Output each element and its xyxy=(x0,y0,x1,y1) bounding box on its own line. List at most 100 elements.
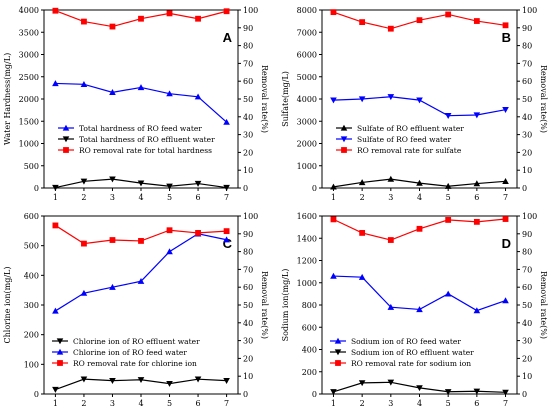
x-tick-label: 5 xyxy=(167,399,172,408)
y2-tick-label: 0 xyxy=(243,184,248,193)
legend: Chlorine ion of RO effluent water Chlorin… xyxy=(52,337,200,368)
y2-tick-label: 50 xyxy=(522,95,532,104)
legend-marker xyxy=(62,124,70,131)
y2-tick-label: 70 xyxy=(522,59,532,68)
y2-tick-label: 20 xyxy=(522,148,532,157)
x-tick-label: 5 xyxy=(167,193,172,202)
data-point xyxy=(473,18,480,24)
legend-label: RO removal rate for sodium ion xyxy=(351,359,471,368)
legend-label: Sodium ion of RO effluent water xyxy=(351,348,474,357)
y2-tick-label: 20 xyxy=(243,148,253,157)
data-point xyxy=(444,113,452,119)
y2-axis-label: Removal rate(%) xyxy=(260,271,269,339)
x-tick-label: 3 xyxy=(110,193,115,202)
legend-label: Total hardness of RO feed water xyxy=(79,124,202,133)
chart-panel-d: 1 2 3 4 5 6 7020040060080010001200140016000102… xyxy=(281,212,548,408)
data-point xyxy=(223,184,230,191)
y2-tick-label: 90 xyxy=(243,24,253,33)
x-tick-label: 6 xyxy=(196,399,201,408)
series-line xyxy=(333,275,506,312)
y2-tick-label: 80 xyxy=(522,248,532,257)
y2-tick-label: 10 xyxy=(243,372,253,381)
x-tick-label: 3 xyxy=(110,399,115,408)
y2-axis-label: Removal rate(%) xyxy=(260,65,269,133)
legend-label: Chlorine ion of RO effluent water xyxy=(73,337,200,346)
y-tick-label: 100 xyxy=(24,360,39,369)
x-tick-label: 1 xyxy=(53,193,58,202)
data-point xyxy=(416,385,423,392)
data-point xyxy=(473,218,480,225)
data-point xyxy=(223,378,230,384)
y-axis-label: Water Hardness(mg/L) xyxy=(3,53,12,145)
y2-tick-label: 0 xyxy=(243,390,248,399)
y-tick-label: 8000 xyxy=(297,6,317,15)
legend-marker xyxy=(56,348,64,355)
data-point xyxy=(194,180,202,187)
legend-label: RO removal rate for sulfate xyxy=(357,146,462,155)
y-tick-label: 1600 xyxy=(297,212,317,221)
x-tick-label: 4 xyxy=(417,193,422,202)
x-tick-label: 5 xyxy=(446,399,451,408)
data-point xyxy=(502,178,509,184)
data-point xyxy=(473,112,481,119)
y-axis-label: Chlorine ion(mg/L) xyxy=(3,267,12,344)
y-tick-label: 2000 xyxy=(19,95,39,104)
y-tick-label: 1000 xyxy=(19,140,39,149)
y-tick-label: 500 xyxy=(24,162,39,171)
y-tick-label: 4000 xyxy=(19,6,39,15)
x-tick-label: 2 xyxy=(81,193,86,202)
y-tick-label: 1400 xyxy=(297,234,317,243)
data-point xyxy=(137,277,145,284)
data-point xyxy=(109,89,116,95)
data-point xyxy=(109,176,116,183)
data-point xyxy=(330,216,337,223)
x-tick-label: 7 xyxy=(224,193,229,202)
y2-tick-label: 50 xyxy=(243,301,253,310)
data-point xyxy=(52,184,59,191)
x-tick-label: 2 xyxy=(360,193,365,202)
y-tick-label: 6000 xyxy=(297,51,317,60)
chart-panel-b: 1 2 3 4 5 6 7010002000300040005000600070008000… xyxy=(281,6,548,202)
x-tick-label: 6 xyxy=(196,193,201,202)
data-point xyxy=(81,240,87,247)
legend-label: Chlorine ion of RO feed water xyxy=(73,348,187,357)
legend-label: RO removal rate for chlorine ion xyxy=(73,359,197,368)
data-point xyxy=(166,380,173,387)
data-point xyxy=(109,283,116,290)
data-point xyxy=(502,389,509,396)
data-point xyxy=(80,81,88,87)
data-point xyxy=(52,307,59,314)
y-tick-label: 3500 xyxy=(19,28,39,37)
y-tick-label: 0 xyxy=(34,390,39,399)
y-tick-label: 500 xyxy=(24,242,39,251)
data-point xyxy=(330,272,337,279)
y-tick-label: 3000 xyxy=(297,117,317,126)
panel-letter: A xyxy=(223,30,233,45)
data-point xyxy=(502,297,509,304)
data-point xyxy=(387,25,394,32)
y2-tick-label: 40 xyxy=(522,113,532,122)
x-tick-label: 6 xyxy=(474,193,479,202)
y2-tick-label: 80 xyxy=(243,42,253,51)
y2-tick-label: 70 xyxy=(243,59,253,68)
x-tick-label: 2 xyxy=(360,399,365,408)
data-point xyxy=(387,237,394,243)
panel-letter: C xyxy=(223,236,233,251)
data-point xyxy=(387,379,395,386)
data-point xyxy=(359,19,366,26)
legend-marker xyxy=(334,337,342,344)
x-tick-label: 3 xyxy=(388,399,393,408)
data-point xyxy=(473,180,481,187)
y2-tick-label: 20 xyxy=(243,354,253,363)
legend: Sulfate of RO effluent water Sulfate of R… xyxy=(336,124,464,155)
data-point xyxy=(166,10,173,17)
data-point xyxy=(80,178,88,185)
y2-tick-label: 10 xyxy=(243,166,253,175)
y2-tick-label: 40 xyxy=(522,319,532,328)
data-point xyxy=(416,179,423,186)
data-point xyxy=(502,22,509,29)
y-tick-label: 1000 xyxy=(297,162,317,171)
legend-label: Total hardness of RO effluent water xyxy=(79,135,215,144)
y2-tick-label: 10 xyxy=(522,372,532,381)
y-tick-label: 800 xyxy=(302,301,317,310)
